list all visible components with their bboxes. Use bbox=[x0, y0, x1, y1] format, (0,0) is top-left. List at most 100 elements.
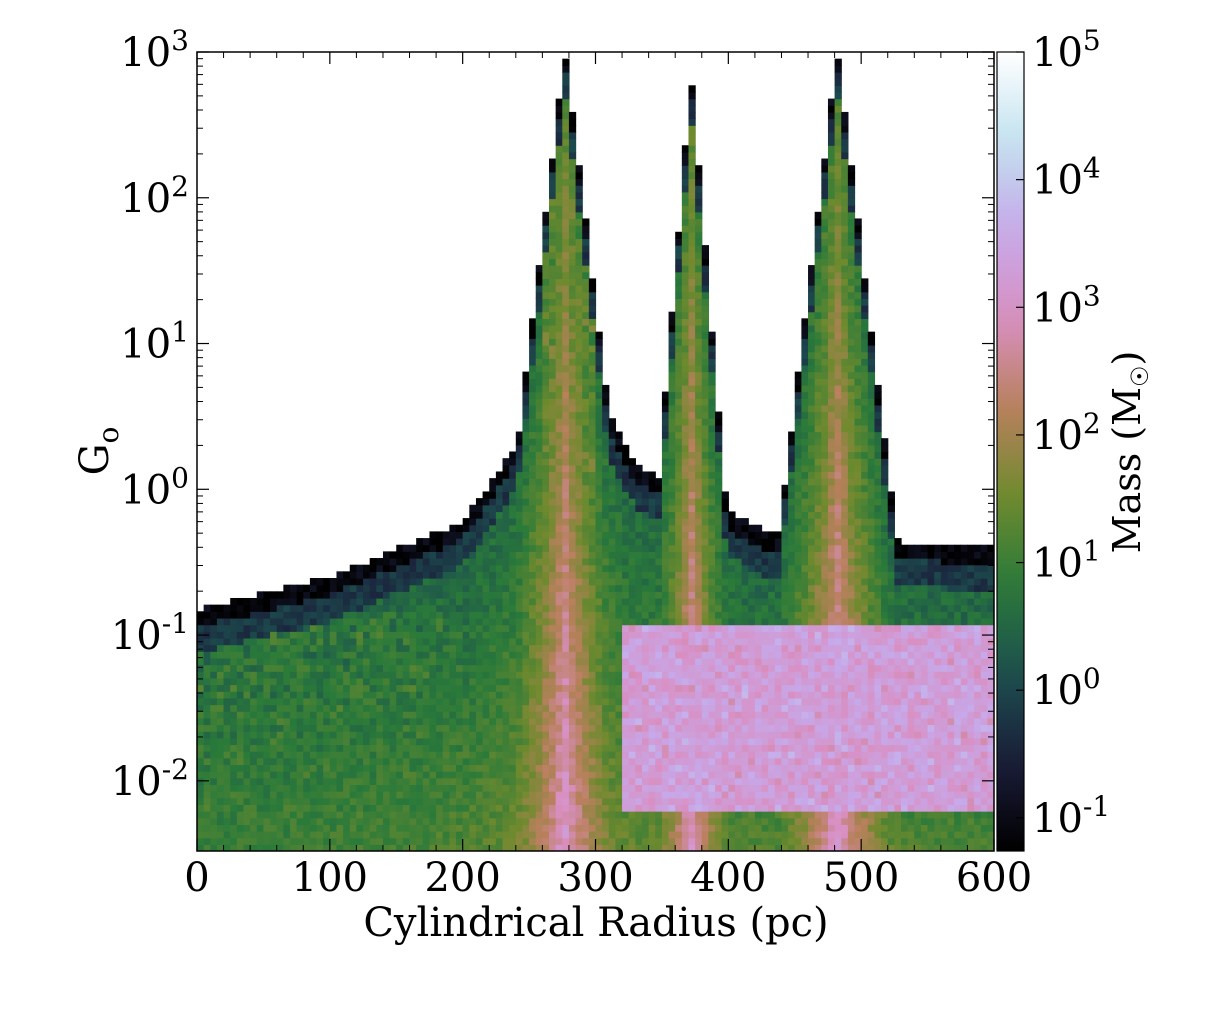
heatmap-cell bbox=[270, 631, 278, 639]
heatmap-cell bbox=[515, 464, 524, 473]
heatmap-cell bbox=[588, 464, 597, 473]
heatmap-cell bbox=[701, 424, 710, 433]
heatmap-cell bbox=[721, 817, 729, 825]
heatmap-cell bbox=[449, 771, 457, 779]
heatmap-cell bbox=[296, 611, 304, 619]
heatmap-cell bbox=[681, 351, 690, 359]
heatmap-cell bbox=[376, 797, 384, 805]
heatmap-cell bbox=[708, 378, 716, 386]
heatmap-cell bbox=[349, 811, 357, 819]
heatmap-cell bbox=[622, 837, 630, 845]
heatmap-cell bbox=[343, 624, 351, 632]
heatmap-cell bbox=[695, 338, 703, 346]
heatmap-cell bbox=[369, 584, 377, 592]
heatmap-cell bbox=[668, 591, 676, 599]
heatmap-cell bbox=[462, 544, 470, 552]
heatmap-cell bbox=[363, 591, 371, 599]
heatmap-cell bbox=[555, 285, 563, 293]
heatmap-cell bbox=[675, 484, 683, 493]
heatmap-cell bbox=[502, 824, 510, 832]
heatmap-cell bbox=[761, 791, 769, 799]
heatmap-cell bbox=[568, 584, 577, 592]
heatmap-cell bbox=[363, 624, 371, 632]
heatmap-cell bbox=[582, 604, 590, 612]
heatmap-cell bbox=[628, 544, 636, 552]
heatmap-cell bbox=[588, 677, 597, 686]
heatmap-cell bbox=[416, 731, 424, 739]
heatmap-cell bbox=[741, 824, 749, 832]
heatmap-cell bbox=[323, 764, 331, 772]
heatmap-cell bbox=[582, 238, 590, 246]
heatmap-cell bbox=[582, 757, 590, 766]
heatmap-cell bbox=[668, 837, 676, 845]
heatmap-cell bbox=[396, 657, 404, 666]
heatmap-cell bbox=[628, 491, 636, 499]
heatmap-cell bbox=[595, 451, 603, 459]
heatmap-cell bbox=[622, 844, 630, 851]
heatmap-cell bbox=[382, 684, 391, 692]
heatmap-cell bbox=[210, 684, 218, 692]
heatmap-cell bbox=[582, 704, 590, 712]
heatmap-cell bbox=[675, 571, 683, 579]
heatmap-cell bbox=[608, 831, 617, 839]
heatmap-cell bbox=[323, 591, 331, 599]
heatmap-cell bbox=[715, 524, 723, 532]
heatmap-cell bbox=[216, 664, 225, 672]
heatmap-cell bbox=[475, 717, 484, 726]
heatmap-cell bbox=[681, 824, 690, 832]
heatmap-cell bbox=[223, 717, 231, 726]
heatmap-cell bbox=[203, 704, 211, 712]
heatmap-cell bbox=[263, 844, 271, 851]
heatmap-cell bbox=[283, 791, 291, 799]
heatmap-cell bbox=[748, 664, 756, 672]
heatmap-cell bbox=[329, 784, 338, 792]
heatmap-cell bbox=[409, 744, 417, 752]
heatmap-cell bbox=[515, 604, 524, 612]
heatmap-cell bbox=[203, 737, 211, 746]
heatmap-cell bbox=[695, 804, 703, 812]
heatmap-cell bbox=[681, 791, 690, 799]
heatmap-cell bbox=[681, 697, 690, 706]
heatmap-cell bbox=[343, 637, 351, 646]
heatmap-cell bbox=[615, 764, 623, 772]
heatmap-cell bbox=[502, 751, 510, 759]
heatmap-cell bbox=[668, 551, 676, 559]
heatmap-cell bbox=[263, 824, 271, 832]
heatmap-cell bbox=[588, 731, 597, 739]
heatmap-cell bbox=[542, 697, 550, 706]
heatmap-cell bbox=[236, 651, 245, 659]
heatmap-cell bbox=[754, 571, 763, 579]
heatmap-cell bbox=[542, 811, 550, 819]
heatmap-cell bbox=[210, 631, 218, 639]
heatmap-cell bbox=[715, 538, 723, 546]
heatmap-cell bbox=[449, 531, 457, 539]
heatmap-cell bbox=[688, 218, 696, 226]
heatmap-cell bbox=[197, 651, 205, 659]
heatmap-cell bbox=[369, 578, 377, 586]
heatmap-cell bbox=[402, 751, 411, 759]
heatmap-cell bbox=[316, 704, 324, 712]
heatmap-cell bbox=[382, 691, 391, 699]
heatmap-cell bbox=[575, 511, 583, 519]
heatmap-cell bbox=[688, 165, 696, 173]
heatmap-cell bbox=[655, 478, 663, 486]
heatmap-cell bbox=[316, 657, 324, 666]
heatmap-cell bbox=[263, 591, 271, 599]
heatmap-cell bbox=[349, 691, 357, 699]
heatmap-cell bbox=[422, 544, 431, 552]
heatmap-cell bbox=[449, 731, 457, 739]
heatmap-cell bbox=[575, 817, 583, 825]
heatmap-cell bbox=[283, 744, 291, 752]
heatmap-cell bbox=[256, 731, 265, 739]
heatmap-cell bbox=[495, 604, 504, 612]
heatmap-cell bbox=[363, 737, 371, 746]
heatmap-cell bbox=[628, 764, 636, 772]
heatmap-cell bbox=[256, 791, 265, 799]
heatmap-cell bbox=[210, 717, 218, 726]
heatmap-cell bbox=[230, 771, 238, 779]
heatmap-cell bbox=[635, 651, 643, 659]
heatmap-cell bbox=[442, 544, 450, 552]
heatmap-cell bbox=[509, 578, 517, 586]
heatmap-cell bbox=[754, 731, 763, 739]
heatmap-cell bbox=[323, 731, 331, 739]
